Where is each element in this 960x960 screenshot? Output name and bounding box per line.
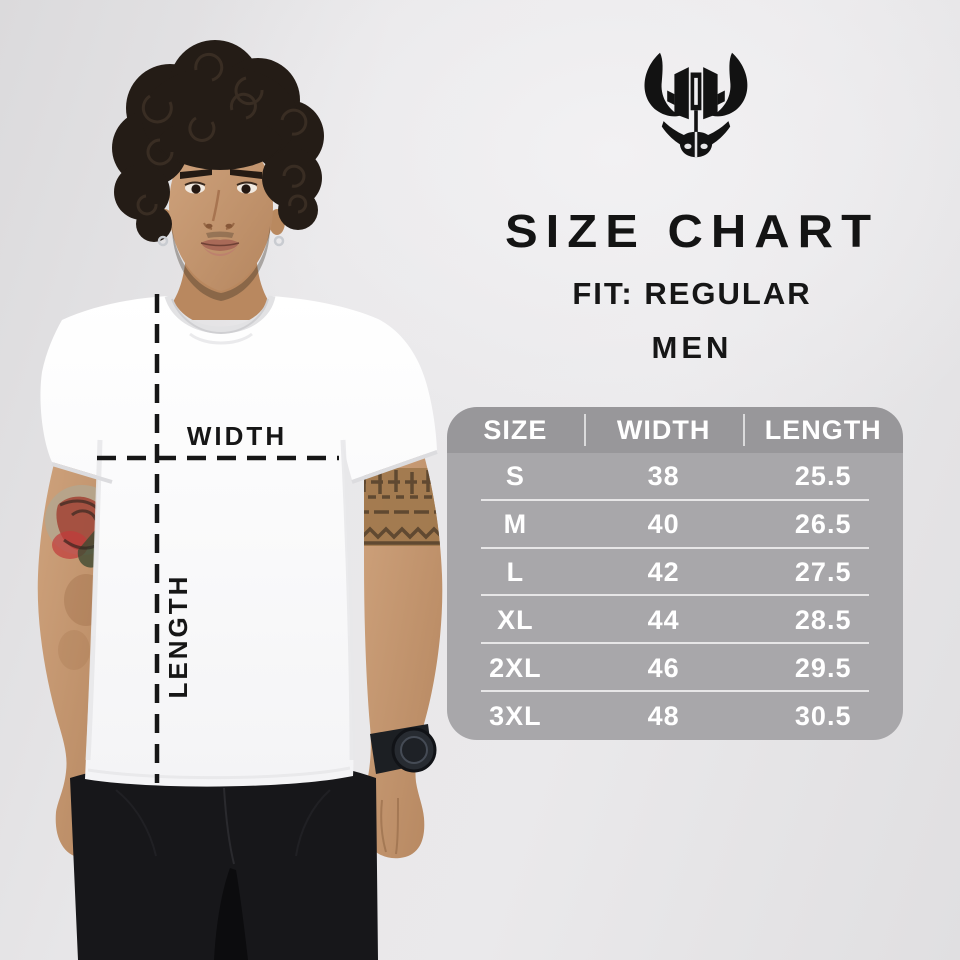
model-head (112, 40, 324, 301)
right-earring (273, 235, 285, 247)
collar-band (164, 294, 276, 334)
cell-width: 42 (647, 557, 680, 588)
cell-size: XL (497, 604, 534, 635)
cell-size: 2XL (489, 652, 542, 683)
left-earring (157, 235, 169, 247)
column-header-size: SIZE (483, 414, 548, 445)
cell-length: 29.5 (794, 652, 852, 683)
table-row-l: L 42 27.5 (447, 549, 903, 597)
table-row-2xl: 2XL 46 29.5 (447, 644, 903, 692)
cell-length: 25.5 (794, 461, 852, 492)
width-label: WIDTH (186, 421, 288, 451)
face-features (172, 169, 270, 301)
size-table-header: SIZE WIDTH LENGTH (447, 407, 903, 453)
cell-size: S (505, 461, 525, 492)
model-tshirt (40, 294, 438, 787)
cell-width: 40 (647, 509, 680, 540)
cell-length: 27.5 (794, 557, 852, 588)
cell-width: 44 (647, 604, 680, 635)
tattoo-left-arm (45, 485, 119, 670)
cell-width: 46 (647, 652, 680, 683)
model-pants (70, 756, 378, 960)
cell-size: M (503, 509, 528, 540)
bull-left-horn (644, 52, 680, 117)
watch (370, 724, 437, 774)
brand-bull-logo (644, 52, 748, 158)
cell-width: 38 (647, 461, 680, 492)
table-row-xl: XL 44 28.5 (447, 596, 903, 645)
table-row-m: M 40 26.5 (447, 501, 903, 549)
size-table-body: S 38 25.5 M 40 26.5 L 42 27.5 XL 44 28.5… (447, 453, 903, 740)
hair-curls (136, 52, 308, 216)
cell-size: L (506, 557, 525, 588)
page-title: SIZE CHART (505, 206, 879, 258)
table-row-s: S 38 25.5 (447, 453, 903, 501)
model-photo (37, 40, 443, 960)
column-header-width: WIDTH (616, 414, 711, 445)
cell-width: 48 (647, 700, 680, 731)
column-header-length: LENGTH (764, 414, 882, 445)
bull-right-horn (712, 52, 748, 117)
header-divider (583, 414, 586, 446)
table-row-3xl: 3XL 48 30.5 (447, 692, 903, 740)
fit-subtitle: FIT: REGULAR (572, 276, 812, 311)
header-divider (743, 414, 746, 446)
cell-length: 30.5 (794, 700, 852, 731)
cell-length: 26.5 (794, 509, 852, 540)
size-table: SIZE WIDTH LENGTH S 38 25.5 M 40 26.5 L … (447, 407, 903, 740)
cell-size: 3XL (489, 700, 542, 731)
cell-length: 28.5 (794, 604, 852, 635)
model-hair (112, 40, 324, 242)
tattoo-right-arm (361, 468, 443, 546)
gender-subtitle: MEN (651, 330, 733, 365)
length-label: LENGTH (163, 573, 193, 699)
